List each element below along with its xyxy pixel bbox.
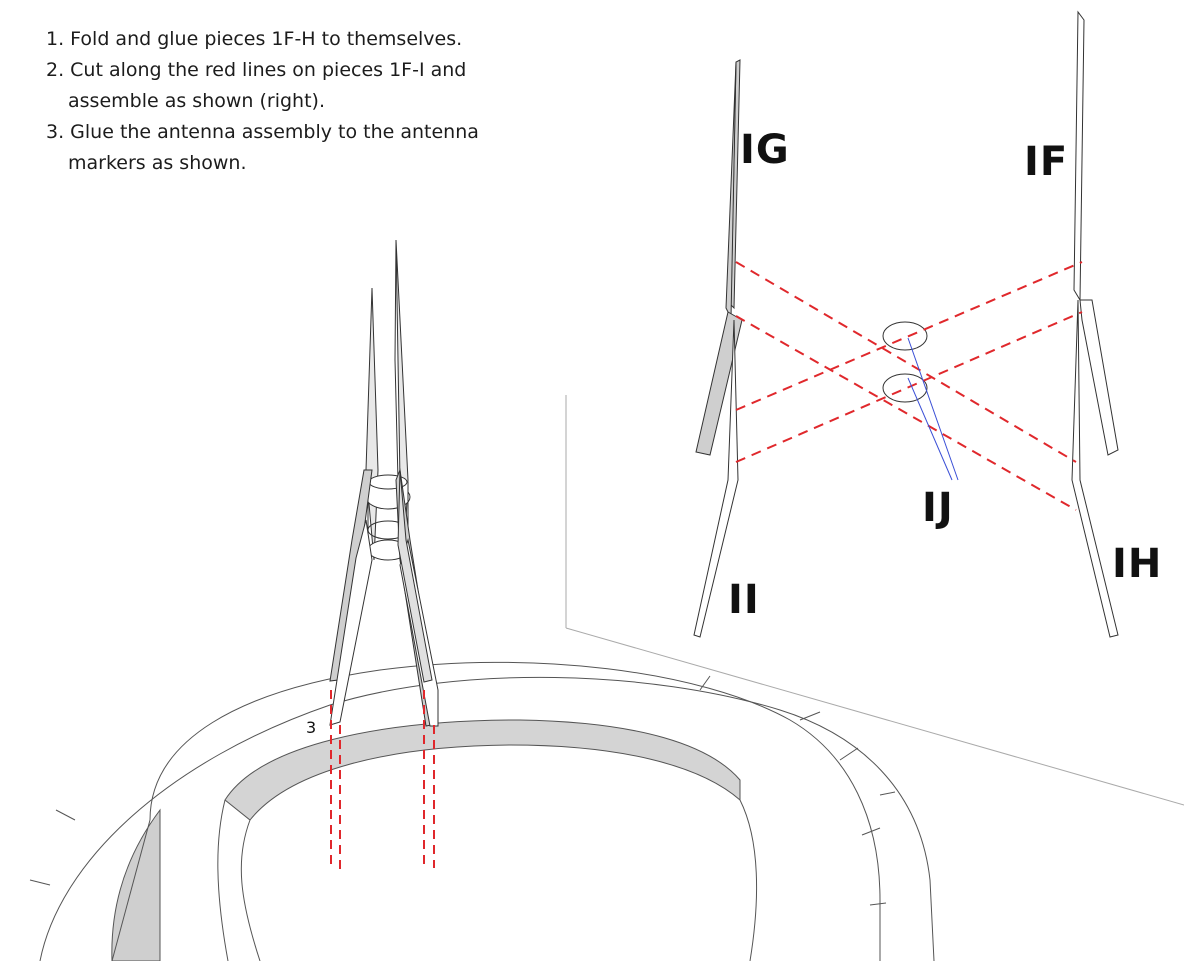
instruction-step-2-cont: assemble as shown (right). xyxy=(46,86,479,117)
instruction-step-2: 2. Cut along the red lines on pieces 1F-… xyxy=(46,55,479,86)
step-2-text-line-1: 2. Cut along the red lines on pieces 1F-… xyxy=(46,59,467,81)
step-2-text-line-2: assemble as shown (right). xyxy=(68,90,325,112)
label-ig: IG xyxy=(740,127,790,173)
label-ih: IH xyxy=(1112,541,1163,587)
cut-lines xyxy=(735,261,1083,511)
step-marker-label: 3 xyxy=(306,718,317,737)
step-1-text: 1. Fold and glue pieces 1F-H to themselv… xyxy=(46,28,463,50)
base-ring-assembly xyxy=(29,661,935,961)
instruction-step-3: 3. Glue the antenna assembly to the ante… xyxy=(46,117,479,148)
backdrop-lines xyxy=(565,395,1184,806)
instruction-step-3-cont: markers as shown. xyxy=(46,148,479,179)
ij-pointer-lines xyxy=(907,337,959,481)
step-3-text-line-1: 3. Glue the antenna assembly to the ante… xyxy=(46,121,479,143)
exploded-view xyxy=(693,10,1119,638)
instruction-list: 1. Fold and glue pieces 1F-H to themselv… xyxy=(46,24,479,179)
label-if: IF xyxy=(1024,139,1069,185)
step-3-text-line-2: markers as shown. xyxy=(68,152,247,174)
label-ij: IJ xyxy=(922,485,954,531)
label-ii: II xyxy=(728,577,760,623)
antenna-assembly xyxy=(329,239,439,727)
instruction-step-1: 1. Fold and glue pieces 1F-H to themselv… xyxy=(46,24,479,55)
antenna-marker-lines xyxy=(330,690,435,870)
